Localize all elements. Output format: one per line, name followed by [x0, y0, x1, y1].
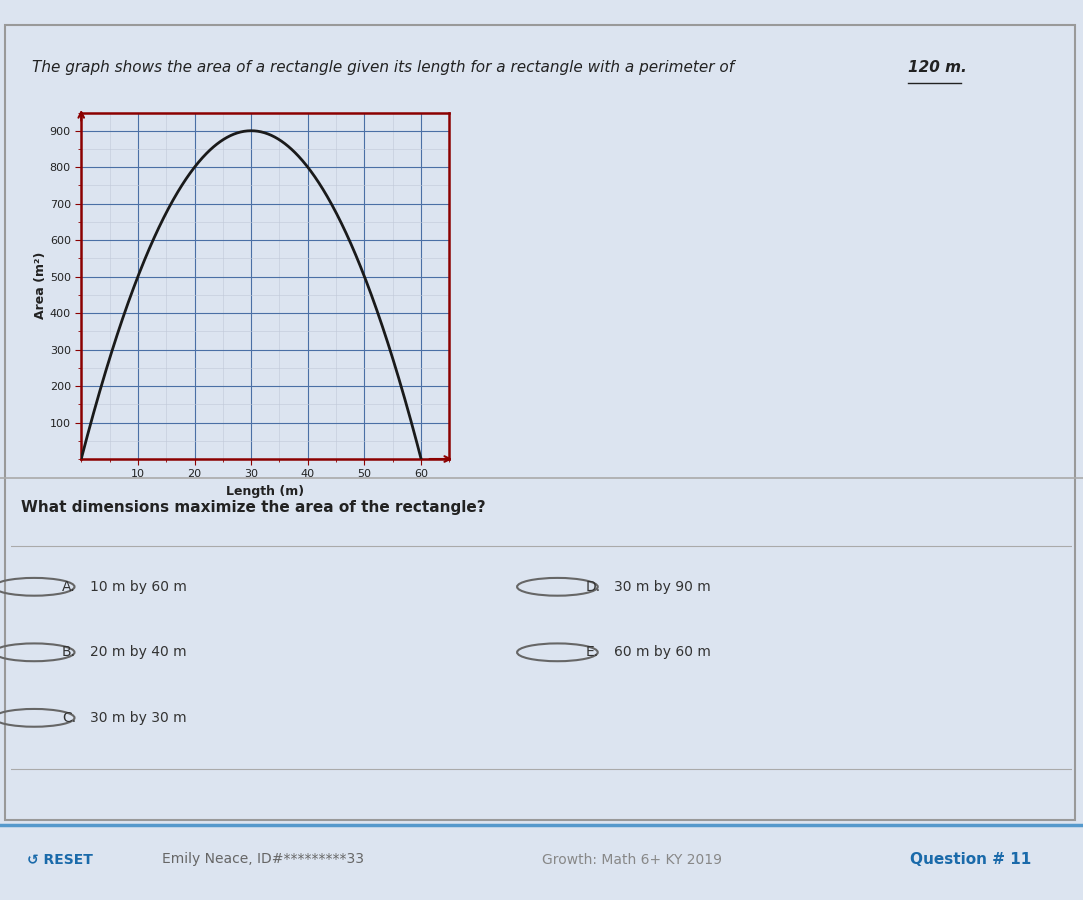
Text: C.: C. — [62, 711, 76, 724]
Text: 30 m by 90 m: 30 m by 90 m — [614, 580, 710, 594]
Text: ↺ RESET: ↺ RESET — [27, 852, 93, 867]
X-axis label: Length (m): Length (m) — [226, 485, 304, 498]
Text: The graph shows the area of a rectangle given its length for a rectangle with a : The graph shows the area of a rectangle … — [32, 60, 739, 75]
Text: Question # 11: Question # 11 — [910, 852, 1031, 867]
Text: 20 m by 40 m: 20 m by 40 m — [91, 645, 187, 660]
Text: 10 m by 60 m: 10 m by 60 m — [91, 580, 187, 594]
Text: What dimensions maximize the area of the rectangle?: What dimensions maximize the area of the… — [22, 500, 486, 515]
Text: 30 m by 30 m: 30 m by 30 m — [91, 711, 187, 724]
Text: B.: B. — [62, 645, 76, 660]
Y-axis label: Area (m²): Area (m²) — [34, 252, 47, 320]
Text: E.: E. — [586, 645, 599, 660]
Text: A.: A. — [62, 580, 76, 594]
Text: Growth: Math 6+ KY 2019: Growth: Math 6+ KY 2019 — [542, 852, 721, 867]
Text: Emily Neace, ID#*********33: Emily Neace, ID#*********33 — [162, 852, 365, 867]
Text: 60 m by 60 m: 60 m by 60 m — [614, 645, 710, 660]
Text: 120 m.: 120 m. — [908, 60, 966, 75]
Text: D.: D. — [586, 580, 601, 594]
